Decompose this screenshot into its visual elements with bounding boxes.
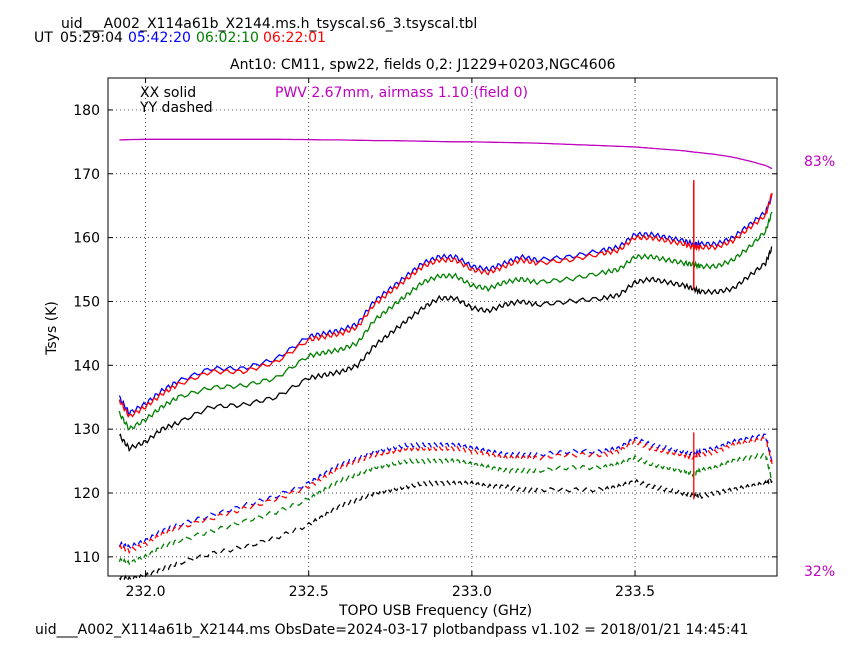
tsys-series-dashed: [118, 436, 773, 555]
y-tick-label: 180: [73, 103, 100, 119]
tsys-series-solid: [118, 194, 773, 417]
ut-time-3: 06:02:10: [196, 30, 259, 46]
tsys-series-dashed: [118, 451, 773, 567]
x-tick-label: 233.5: [615, 584, 655, 600]
x-axis-label: TOPO USB Frequency (GHz): [339, 603, 533, 619]
plot-title: Ant10: CM11, spw22, fields 0,2: J1229+02…: [230, 57, 616, 73]
y-tick-label: 130: [73, 422, 100, 438]
file-title: uid___A002_X114a61b_X2144.ms.h_tsyscal.s…: [61, 16, 478, 32]
x-tick-label: 233.0: [452, 584, 492, 600]
footer-text: uid___A002_X114a61b_X2144.ms ObsDate=202…: [35, 622, 749, 638]
tsys-series-solid: [118, 192, 773, 418]
tsys-series-solid: [118, 211, 773, 431]
x-tick-label: 232.0: [125, 584, 165, 600]
ut-time-2: 05:42:20: [128, 30, 191, 46]
ut-label: UT: [34, 30, 53, 46]
tsys-series-dashed: [118, 433, 773, 550]
y-axis-label: Tsys (K): [44, 301, 60, 355]
y-tick-label: 140: [73, 358, 100, 374]
x-tick-label: 232.5: [289, 584, 329, 600]
pwv-annotation: PWV 2.67mm, airmass 1.10 (field 0): [275, 85, 529, 101]
right-axis-top-label: 83%: [804, 154, 836, 170]
y-tick-label: 110: [73, 550, 100, 566]
grid-lines: [108, 78, 777, 576]
ut-time-1: 05:29:04: [60, 30, 123, 46]
axis-ticks: [108, 78, 777, 576]
legend-yy: YY dashed: [140, 100, 213, 116]
transmission-line: [119, 138, 773, 170]
ut-time-4: 06:22:01: [263, 30, 326, 46]
tsys-series-dashed: [118, 477, 773, 583]
axis-labels: 232.0 232.5 233.0 233.5 110 120 130 140 150 160 17…: [73, 103, 655, 600]
right-axis-bottom-label: 32%: [804, 564, 836, 580]
y-tick-label: 160: [73, 231, 100, 247]
y-tick-label: 150: [73, 294, 100, 310]
legend-xx: XX solid: [140, 85, 197, 101]
y-tick-label: 120: [73, 486, 100, 502]
y-tick-label: 170: [73, 167, 100, 183]
plot-frame: [107, 77, 778, 577]
series-lines: [118, 138, 773, 583]
